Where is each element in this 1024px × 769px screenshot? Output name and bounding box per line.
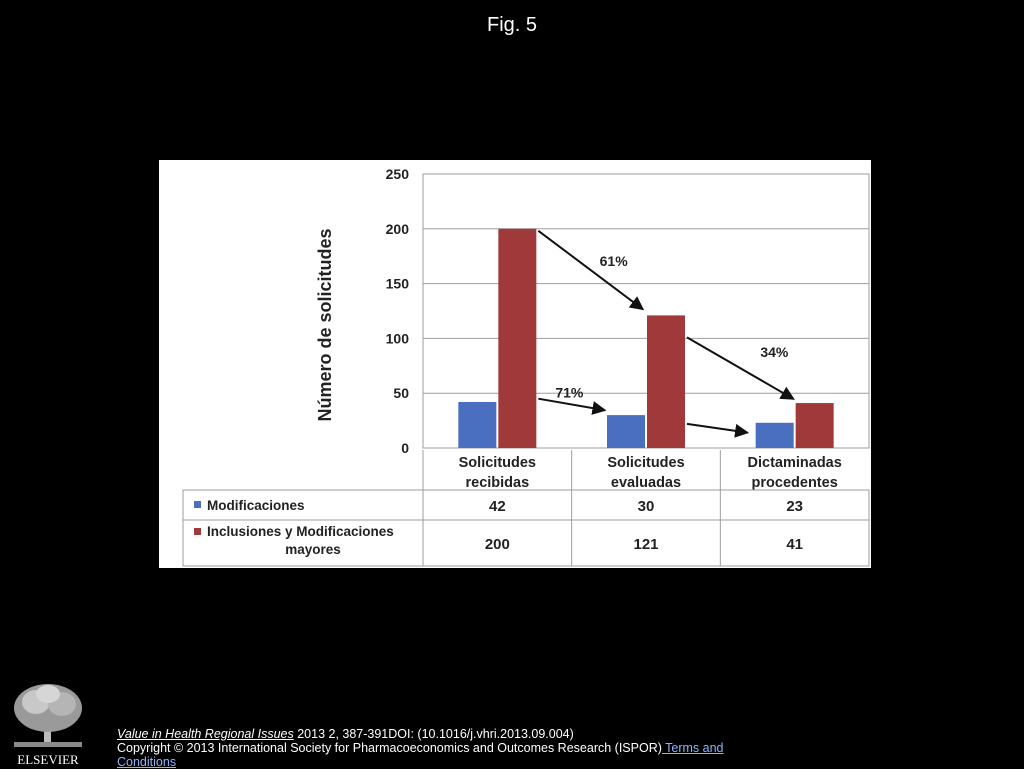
- elsevier-logo: ELSEVIER: [8, 680, 88, 768]
- citation: Value in Health Regional Issues 2013 2, …: [117, 728, 574, 741]
- figure-title: Fig. 5: [486, 14, 538, 36]
- table-value: 121: [633, 536, 658, 553]
- annotation-label-34: 34%: [760, 344, 789, 360]
- y-axis-label: Número de solicitudes: [315, 228, 335, 421]
- arrow-61: [537, 230, 645, 311]
- bar-modificaciones-1: [607, 415, 645, 448]
- category-label: recibidas: [465, 475, 529, 491]
- table-value: 41: [786, 536, 803, 553]
- arrow-34: [686, 336, 795, 400]
- y-tick-label: 250: [386, 166, 410, 182]
- logo-text: ELSEVIER: [17, 752, 79, 767]
- category-label: Dictaminadas: [748, 455, 842, 471]
- footer: ELSEVIER Value in Health Regional Issues…: [0, 676, 1024, 769]
- bar-chart: 0 50 100 150 200 250 Número de solicitudes Soli…: [182, 166, 870, 567]
- data-table: [182, 489, 870, 567]
- legend-label: mayores: [285, 542, 341, 557]
- category-label: procedentes: [752, 475, 838, 491]
- annotation-label-61: 61%: [600, 253, 629, 269]
- bar-inclusiones-1: [647, 315, 685, 448]
- legend-label: Modificaciones: [207, 498, 305, 513]
- legend-label: Inclusiones y Modificaciones: [207, 524, 394, 539]
- terms-link[interactable]: Terms and Conditions: [117, 741, 724, 769]
- bar-modificaciones-2: [755, 422, 794, 448]
- y-tick-label: 150: [386, 276, 410, 292]
- bar-modificaciones-0: [458, 401, 497, 448]
- bar-inclusiones-0: [498, 228, 537, 448]
- y-tick-label: 200: [386, 221, 410, 237]
- arrow-71-b: [686, 422, 750, 438]
- plot-area: [422, 173, 870, 449]
- y-tick-label: 100: [386, 330, 410, 346]
- table-value: 23: [786, 498, 803, 515]
- legend-key-1: [194, 528, 201, 535]
- table-value: 200: [485, 536, 510, 553]
- legend-key-0: [194, 501, 201, 508]
- table-value: 42: [489, 498, 506, 515]
- y-tick-label: 0: [401, 440, 409, 456]
- citation-text: 2013 2, 387-391DOI: (10.1016/j.vhri.2013…: [293, 727, 574, 741]
- copyright-text: Copyright © 2013 International Society f…: [117, 741, 662, 755]
- arrow-71-a: [538, 397, 607, 415]
- annotation-label-71: 71%: [555, 385, 584, 401]
- chart-panel: 0 50 100 150 200 250 Número de solicitudes Soli…: [159, 160, 871, 568]
- table-value: 30: [638, 498, 655, 515]
- category-label: Solicitudes: [607, 455, 684, 471]
- copyright: Copyright © 2013 International Society f…: [117, 741, 737, 769]
- y-tick-label: 50: [393, 385, 409, 401]
- category-label: evaluadas: [611, 475, 681, 491]
- bar-inclusiones-2: [795, 403, 834, 448]
- journal-link[interactable]: Value in Health Regional Issues: [117, 727, 294, 741]
- category-label: Solicitudes: [459, 455, 536, 471]
